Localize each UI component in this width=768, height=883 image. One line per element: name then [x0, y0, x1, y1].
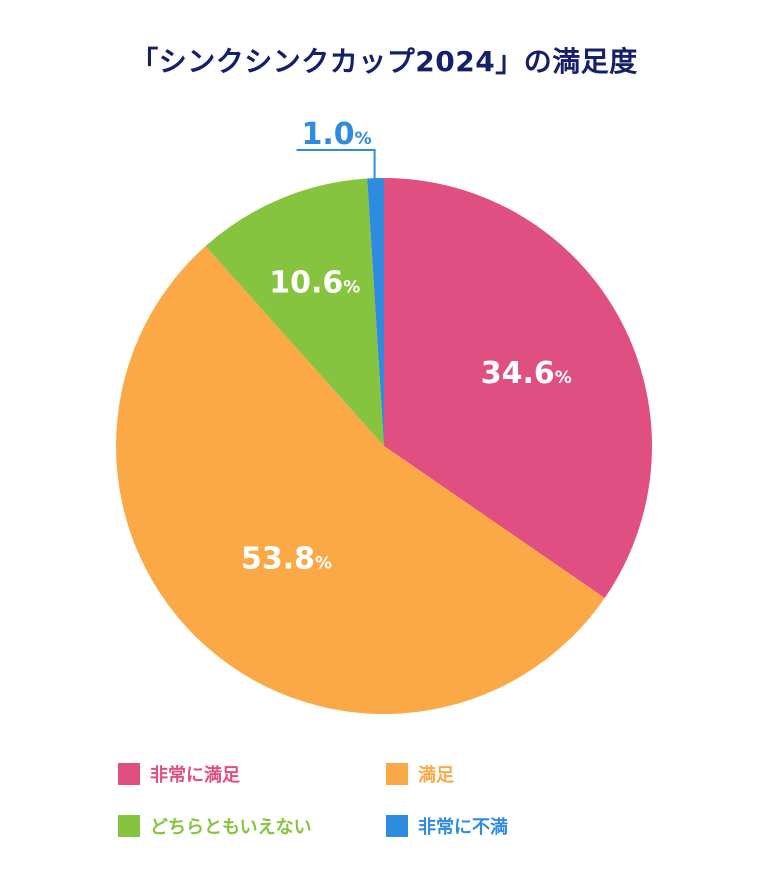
data-label-satisfied: 53.8% [241, 542, 332, 577]
data-label-very-satisfied: 34.6% [481, 356, 572, 391]
leader-line [296, 149, 376, 219]
legend-label: 満足 [418, 765, 454, 786]
legend-swatch [118, 763, 140, 785]
legend-swatch [386, 763, 408, 785]
legend-item-satisfied: 満足 [386, 760, 454, 788]
legend-label: 非常に満足 [150, 765, 240, 786]
slice-very-dissatisfied [367, 178, 384, 446]
legend-item-neutral: どちらともいえない [118, 812, 312, 840]
slice-very-satisfied [384, 178, 653, 599]
slice-satisfied [116, 246, 605, 714]
pie-slices [116, 178, 653, 714]
legend-swatch [118, 815, 140, 837]
leader-lines [296, 149, 376, 219]
chart-title: 「シンクシンクカップ2024」の満足度 [130, 45, 638, 78]
legend-swatch [386, 815, 408, 837]
legend-item-very-dissatisfied: 非常に不満 [386, 812, 508, 840]
legend-item-very-satisfied: 非常に満足 [118, 760, 240, 788]
data-label-neutral: 10.6% [269, 265, 360, 300]
data-labels: 34.6% 53.8% 10.6% 1.0% [241, 117, 572, 577]
data-label-very-dissatisfied: 1.0% [301, 117, 371, 152]
slice-neutral [205, 178, 384, 446]
legend-label: どちらともいえない [150, 817, 312, 838]
legend-label: 非常に不満 [418, 817, 508, 838]
